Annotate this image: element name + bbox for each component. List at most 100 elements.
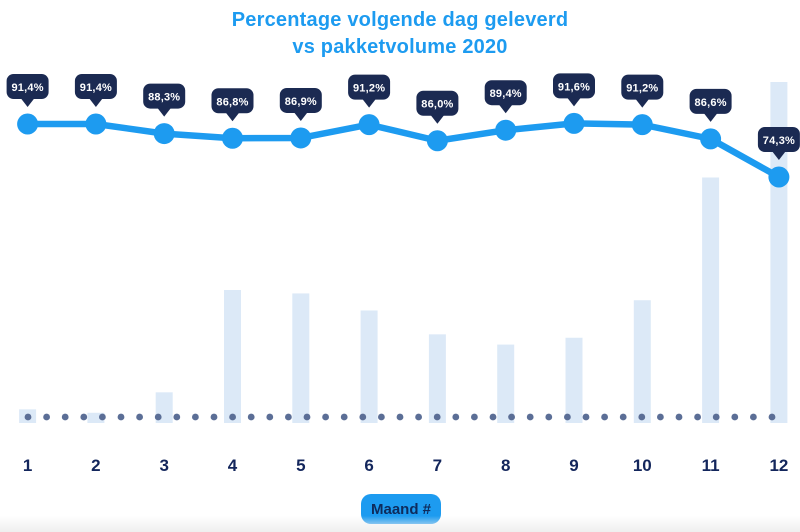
baseline-dot [359,413,367,421]
baseline-dot [340,413,348,421]
x-tick-month-4: 4 [228,456,238,475]
value-badge-month-1 [6,74,49,99]
x-tick-month-1: 1 [23,456,32,475]
baseline-dot [396,413,404,421]
value-badge-label: 89,4% [490,88,522,100]
value-badge-pointer [293,111,308,121]
value-badge-month-3 [143,83,186,109]
baseline-dot [80,413,88,421]
percentage-line [24,120,783,181]
x-axis-label-badge: Maand # [361,494,441,524]
baseline-dot [192,413,199,421]
x-tick-month-12: 12 [769,456,788,475]
x-tick-month-5: 5 [296,456,305,475]
value-badge-pointer [498,104,513,114]
baseline-dot [657,413,664,421]
baseline-dot [675,413,683,421]
value-badge-pointer [362,98,377,108]
baseline-dot [378,413,385,421]
x-tick-month-11: 11 [702,456,720,475]
baseline-dot [768,413,776,421]
value-badge-label: 88,3% [148,92,180,104]
value-badge-month-5 [279,87,322,113]
x-tick-month-10: 10 [633,456,652,475]
x-tick-month-9: 9 [569,456,578,475]
volume-bar-month-8 [497,344,515,423]
baseline-dot [136,413,144,421]
baseline-dot [526,413,534,421]
baseline-dot [433,413,441,421]
data-point-month-2 [85,113,107,135]
baseline-dot [99,413,106,421]
chart-title: Percentage volgende dag geleverd vs pakk… [0,7,800,61]
value-badge-month-8 [484,80,527,106]
baseline-dot [415,413,422,421]
chart-title-line1: Percentage volgende dag geleverd [231,9,569,31]
baseline-dot [619,413,627,421]
data-point-month-8 [495,119,517,141]
baseline-dot [266,413,274,421]
baseline-dot [210,413,218,421]
value-badge-pointer [771,151,786,161]
data-point-month-10 [631,114,653,136]
value-badge-pointer [635,98,650,108]
baseline-dot [694,413,701,421]
value-badge-label: 86,8% [216,96,248,108]
value-badge-pointer [88,98,103,107]
volume-bar-month-7 [428,334,446,423]
baseline-dot [61,413,69,421]
value-badge-pointer [157,107,172,117]
data-point-month-5 [290,127,312,149]
volume-bar-month-10 [633,300,651,423]
value-badge-pointer [430,114,445,124]
value-badge-month-2 [74,74,117,99]
data-point-month-6 [358,114,380,136]
data-point-month-9 [563,112,585,134]
baseline-dot [43,413,50,421]
data-point-month-11 [700,128,722,150]
value-badge-month-12 [757,127,800,153]
value-badge-month-7 [416,90,459,116]
data-point-month-7 [426,130,448,152]
baseline-dot [489,413,497,421]
baseline-dot [303,413,311,421]
baseline-dot [638,413,646,421]
value-badge-label: 91,6% [558,81,590,93]
baseline-dot [601,413,608,421]
volume-bar-month-9 [565,337,583,423]
value-badge-pointer [703,112,718,122]
data-point-month-4 [222,127,243,149]
baseline-dot [508,413,515,421]
value-badge-pointer [567,97,581,107]
baseline-dot [229,413,237,421]
volume-bar-month-4 [224,290,241,423]
baseline-dot [322,413,329,421]
value-badge-label: 86,6% [694,97,726,109]
value-badge-month-9 [553,73,595,99]
volume-bar-month-2 [87,412,105,423]
baseline-dot [154,413,162,421]
value-badge-pointer [225,112,240,122]
value-badge-month-4 [211,88,254,114]
baseline-dot [731,413,739,421]
baseline-dot [564,413,571,421]
baseline-dot [712,413,720,421]
data-point-month-3 [153,123,175,145]
value-badge-label: 91,2% [353,83,385,95]
baseline-dot [471,413,478,421]
baseline-dot [117,413,125,421]
baseline-dot [545,413,553,421]
value-badge-month-6 [348,74,391,100]
value-badge-pointer [20,98,35,107]
volume-bar-month-12 [770,82,788,423]
x-tick-month-2: 2 [91,456,100,475]
volume-bar-month-11 [702,177,720,423]
baseline-dot [173,413,181,421]
x-tick-month-6: 6 [364,456,373,475]
value-badge-label: 91,4% [11,82,43,94]
value-badge-month-11 [689,88,732,114]
volume-bar-month-5 [292,293,310,423]
data-point-month-12 [768,166,790,188]
